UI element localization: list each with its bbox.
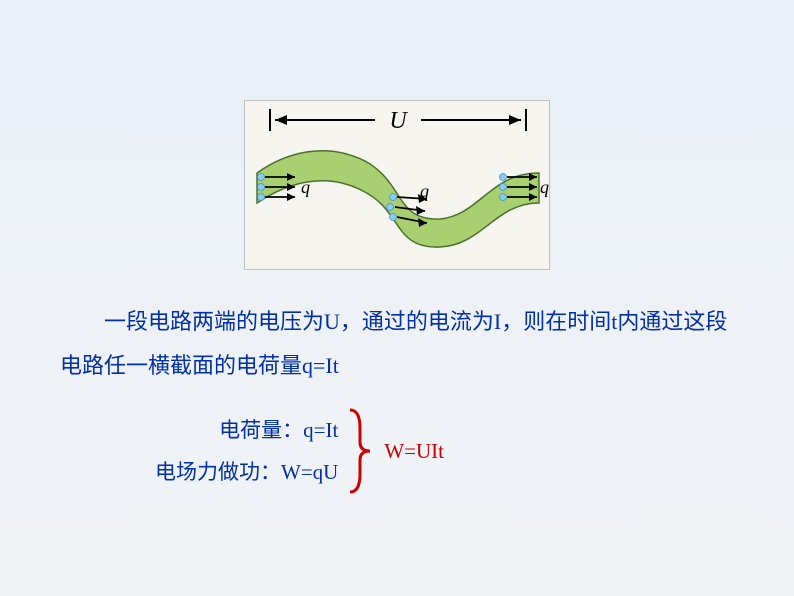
formula-work-label: 电场力做功： [155,460,281,484]
description-text: 一段电路两端的电压为U，通过的电流为I，则在时间t内通过这段电路任一横截面的电荷… [60,300,740,388]
circuit-diagram: U q q [244,100,550,270]
u-arrow-left-head [275,115,287,125]
charge-label-mid: q [420,181,429,201]
u-arrow-right-head [509,115,521,125]
formula-work: 电场力做功：W=qU [155,451,338,493]
formula-charge: 电荷量：q=It [155,409,338,451]
charge-label-right: q [540,177,549,197]
formula-list: 电荷量：q=It 电场力做功：W=qU [155,409,338,493]
formula-charge-eq: q=It [303,418,338,442]
formula-charge-label: 电荷量： [219,418,303,442]
conductor-body [257,151,539,247]
charge-label-left: q [301,177,310,197]
diagram-svg: U q q [245,101,551,271]
charge-cluster-left: q [258,173,311,201]
formula-result: W=UIt [384,439,444,464]
formula-work-eq: W=qU [281,460,338,484]
formula-section: 电荷量：q=It 电场力做功：W=qU W=UIt [155,408,655,494]
brace-icon [346,408,374,494]
voltage-label: U [389,108,408,134]
